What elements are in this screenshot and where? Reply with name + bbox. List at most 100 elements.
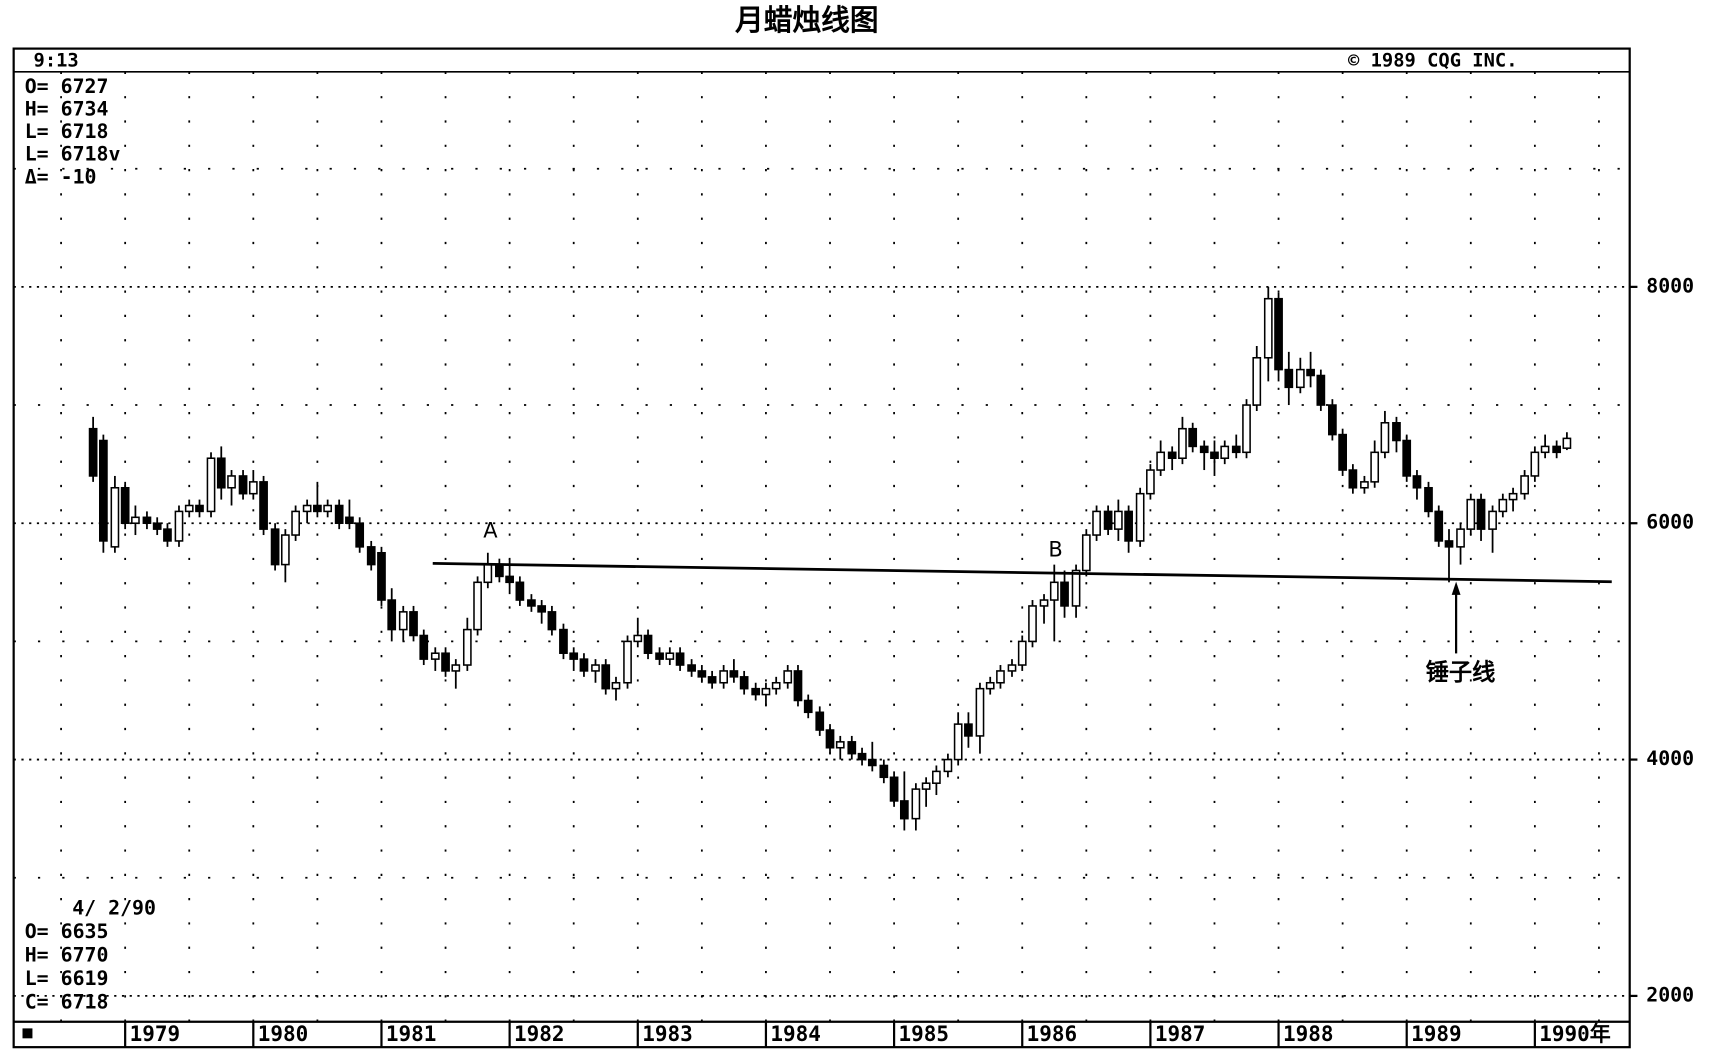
candle-body (665, 652, 675, 660)
candle-body (174, 510, 184, 542)
candle-body (1188, 427, 1198, 448)
copyright: © 1989 CQG INC. (1348, 50, 1517, 71)
candle-body (847, 741, 857, 755)
candle-body (1316, 374, 1326, 406)
candle-body (1007, 664, 1017, 672)
candle-body (270, 528, 280, 566)
info-top-line: L= 6718 (25, 120, 109, 143)
candle-body (1060, 581, 1069, 607)
candle-body (707, 676, 717, 684)
candle-body (152, 522, 162, 530)
candle-body (719, 670, 729, 684)
candle-body (462, 628, 472, 666)
trendline (432, 562, 1612, 584)
candle-body (419, 634, 429, 660)
candle-body (729, 670, 739, 678)
candle-body (1476, 498, 1486, 530)
candle-body (1508, 492, 1518, 501)
candle-body (1071, 569, 1081, 607)
candle-body (643, 634, 653, 654)
candle-body (675, 652, 685, 666)
candle-body (1210, 451, 1219, 459)
candle-body (441, 652, 450, 672)
candle-body (366, 546, 376, 566)
candle-body (569, 652, 579, 660)
candle-body (739, 676, 749, 690)
candle-body (216, 457, 226, 489)
candle-body (899, 800, 909, 820)
x-tick-label: 1989 (1411, 1022, 1462, 1046)
candle-body (238, 475, 248, 495)
candle-body (1444, 540, 1454, 548)
candle-body (323, 504, 333, 513)
candle-body (387, 599, 397, 631)
candle-body (975, 687, 985, 737)
candle-body (911, 788, 921, 820)
candle-body (1498, 498, 1508, 513)
candle-body (857, 752, 867, 761)
candle-body (921, 782, 931, 790)
x-tick-label: 1981 (386, 1022, 437, 1046)
x-tick-label: 1986 (1027, 1022, 1078, 1046)
candle-body (163, 528, 172, 542)
candle-body (291, 510, 300, 536)
candle-body (559, 628, 568, 654)
info-bottom-line: C= 6718 (25, 991, 109, 1014)
candle-body (1092, 510, 1101, 536)
candle-body (398, 611, 408, 631)
candle-body (815, 711, 825, 731)
candle-body (248, 481, 258, 495)
candle-body (835, 741, 845, 749)
candle-body (1242, 404, 1251, 454)
candle-body (206, 457, 216, 513)
candle-body (932, 770, 941, 784)
candle-body (1081, 534, 1091, 572)
info-top-line: H= 6734 (25, 97, 109, 120)
candle-body (142, 516, 152, 524)
candle-body (985, 681, 995, 690)
x-tick-label: 1980 (258, 1022, 309, 1046)
candle-body (1402, 439, 1412, 477)
candle-body (495, 563, 504, 578)
candle-body (537, 605, 547, 613)
annotation: 锤子线 (1426, 659, 1496, 686)
candle-body (355, 522, 365, 548)
candle-body (1146, 469, 1155, 495)
chart-title: 月蜡烛线图 (735, 3, 879, 37)
candle-body (996, 670, 1005, 684)
candle-body (451, 664, 461, 672)
x-tick-label: 1983 (642, 1022, 693, 1046)
candle-body (623, 640, 632, 684)
info-top-line: O= 6727 (25, 75, 109, 98)
candle-body (1552, 445, 1562, 454)
candle-body (1380, 422, 1390, 454)
candle-body (1284, 368, 1294, 389)
x-tick-label: 1988 (1283, 1022, 1334, 1046)
candle-body (579, 658, 589, 672)
time-label: 9:13 (34, 50, 79, 71)
info-bottom-line: L= 6619 (25, 967, 109, 990)
candle-body (591, 664, 600, 672)
annotation: B (1048, 537, 1062, 561)
info-bottom-line: H= 6770 (25, 944, 109, 967)
candle-body (687, 664, 696, 672)
candle-body (345, 516, 354, 524)
candle-body (1424, 486, 1433, 513)
y-tick-label: 6000 (1646, 511, 1694, 534)
candle-body (1017, 640, 1027, 666)
candle-body (1456, 528, 1465, 548)
candle-body (611, 681, 621, 690)
candle-body (1360, 481, 1369, 489)
x-tick-label: 1982 (514, 1022, 565, 1046)
y-tick-label: 8000 (1646, 274, 1694, 297)
candle-body (771, 681, 781, 690)
candle-body (1028, 605, 1037, 643)
candle-body (430, 652, 440, 660)
candle-body (99, 439, 108, 542)
candle-body (783, 670, 793, 684)
candle-body (761, 687, 771, 696)
candle-body (1178, 427, 1187, 459)
candle-body (473, 581, 482, 631)
